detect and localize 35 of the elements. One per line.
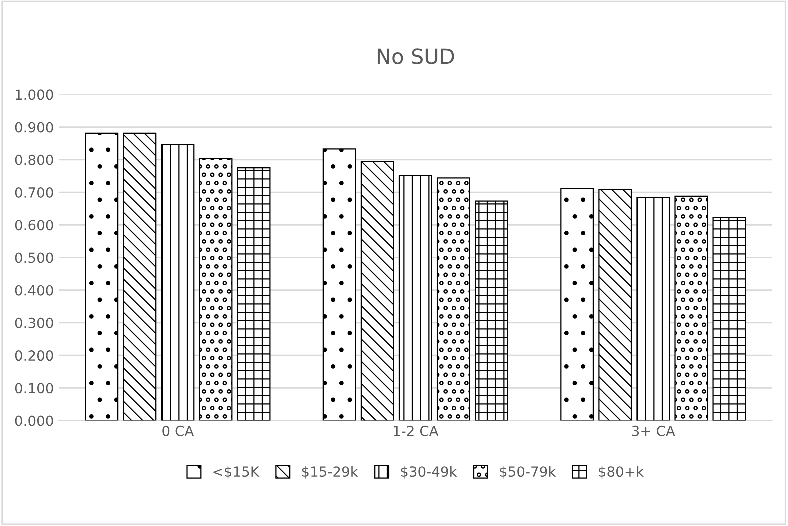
y-tick-label: 0.900 <box>15 122 54 133</box>
legend-label: <$15K <box>214 466 260 479</box>
bar <box>398 175 432 421</box>
bar <box>161 144 195 421</box>
bar <box>475 200 508 421</box>
bar <box>674 196 708 421</box>
bar <box>322 148 356 421</box>
legend-label: $15-29k <box>302 466 358 479</box>
bar <box>85 132 119 421</box>
y-tick-label: 0.700 <box>15 187 54 198</box>
legend-label: $30-49k <box>401 466 458 479</box>
bar <box>123 132 157 421</box>
bar <box>360 160 394 421</box>
chart-title: No SUD <box>378 48 454 64</box>
x-tick-label: 1-2 CA <box>394 426 439 436</box>
bar <box>598 189 632 421</box>
legend-label: $80+k <box>599 466 644 479</box>
y-tick-label: 0.000 <box>15 416 54 426</box>
y-tick-label: 0.300 <box>15 318 54 328</box>
x-tick-label: 3+ CA <box>632 426 676 436</box>
bar <box>636 197 670 421</box>
bar <box>237 168 271 421</box>
bar <box>436 178 470 421</box>
y-tick-label: 0.600 <box>15 220 54 231</box>
legend-label: $50-79k <box>500 466 556 479</box>
x-tick-label: 0 CA <box>162 426 194 436</box>
bar <box>712 217 746 421</box>
y-tick-label: 0.800 <box>15 154 54 166</box>
y-tick-label: 0.500 <box>15 252 54 264</box>
y-tick-label: 0.400 <box>15 285 54 296</box>
bar <box>560 188 594 421</box>
bar <box>199 158 233 421</box>
y-tick-label: 1.000 <box>16 90 54 100</box>
y-tick-label: 0.100 <box>15 383 54 394</box>
y-tick-label: 0.200 <box>15 350 54 362</box>
